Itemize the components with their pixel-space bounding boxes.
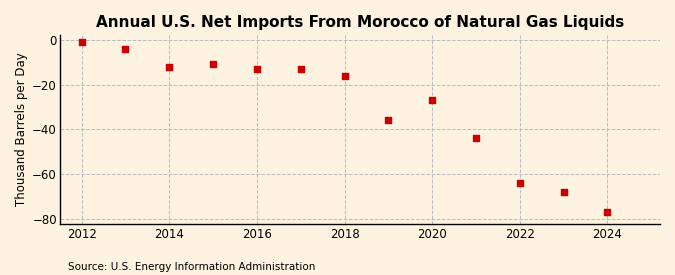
Point	[120, 46, 131, 51]
Text: Source: U.S. Energy Information Administration: Source: U.S. Energy Information Administ…	[68, 262, 315, 272]
Point	[558, 190, 569, 194]
Point	[470, 136, 481, 141]
Point	[602, 210, 613, 214]
Point	[427, 98, 437, 103]
Y-axis label: Thousand Barrels per Day: Thousand Barrels per Day	[15, 53, 28, 206]
Point	[76, 40, 87, 44]
Point	[514, 181, 525, 185]
Point	[164, 65, 175, 69]
Point	[339, 73, 350, 78]
Point	[383, 118, 394, 123]
Point	[208, 62, 219, 67]
Point	[252, 67, 263, 71]
Title: Annual U.S. Net Imports From Morocco of Natural Gas Liquids: Annual U.S. Net Imports From Morocco of …	[96, 15, 624, 30]
Point	[295, 67, 306, 71]
